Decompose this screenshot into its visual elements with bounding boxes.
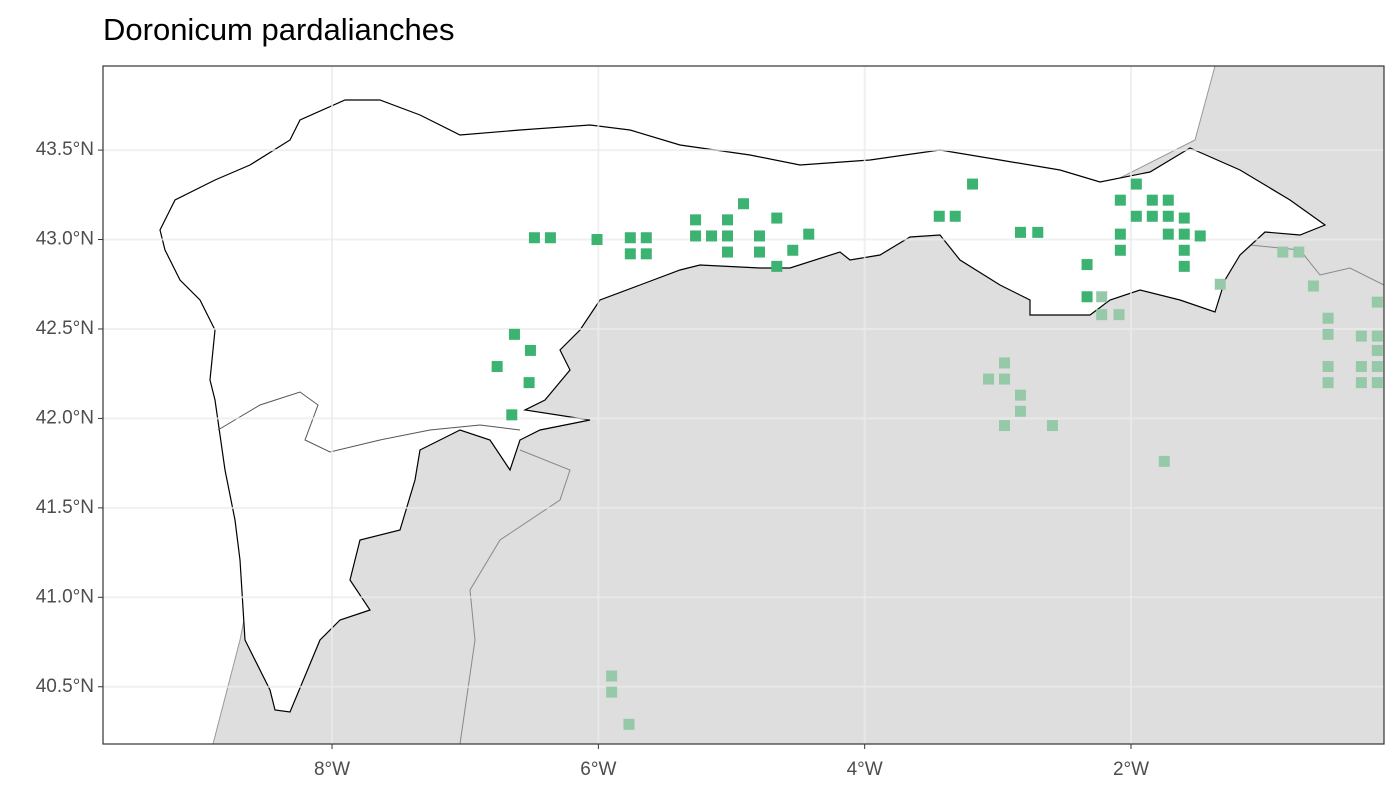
point [1322,312,1334,324]
point [1114,194,1126,206]
point [606,670,618,682]
y-tick-label: 41.5°N [36,497,94,518]
point [738,198,749,210]
point [640,232,652,244]
point [1014,405,1026,417]
point [591,234,603,246]
point [1162,210,1174,222]
point [1114,244,1126,256]
point [1322,377,1334,389]
map [159,66,1384,744]
y-tick-label: 43.5°N [36,139,94,160]
point [690,214,702,226]
point [523,377,535,389]
y-tick-label: 42.5°N [36,318,94,339]
point [624,232,636,244]
point [998,420,1010,432]
point [1307,280,1319,292]
point [1158,455,1170,467]
point [1032,226,1044,238]
point [1322,328,1334,340]
point [508,328,520,340]
point [1371,296,1383,308]
point [1371,344,1383,356]
point [983,373,995,385]
point [771,260,783,272]
point [1371,361,1383,373]
plot-border [102,65,1385,745]
point [803,228,815,240]
point [722,246,734,258]
point [1277,246,1289,258]
region-border [217,391,521,453]
point [1322,361,1334,373]
chart-title: Doronicum pardalianches [103,12,455,47]
point [771,212,783,224]
point [1355,330,1367,342]
point [491,361,503,373]
y-tick-label: 41.0°N [36,586,94,607]
point [1178,212,1190,224]
point [524,344,536,356]
point [1130,210,1142,222]
point [506,409,518,421]
point [787,244,799,256]
x-tick-label: 8°W [314,759,350,780]
point [623,718,635,730]
point [998,357,1010,369]
point [544,232,556,244]
point [1178,244,1190,256]
point [640,248,652,260]
point [933,210,945,222]
point [1130,178,1142,190]
point [1162,228,1174,240]
point [998,373,1010,385]
point [1114,228,1126,240]
point [1178,260,1190,272]
point [753,246,765,258]
x-tick-label: 6°W [580,759,616,780]
point [624,248,636,260]
point [1355,361,1367,373]
point [1162,194,1174,206]
point [1081,259,1093,271]
point [1214,278,1226,290]
point [1113,309,1125,321]
point [949,210,961,222]
point [722,230,734,242]
point [1371,377,1383,389]
point [606,686,618,698]
point [1096,291,1108,303]
point [1355,377,1367,389]
point [967,178,979,190]
point [1046,420,1058,432]
x-tick-label: 4°W [847,759,883,780]
point [1178,228,1190,240]
x-tick-label: 2°W [1113,759,1149,780]
point [1371,330,1383,342]
point [1014,226,1026,238]
point [1081,291,1093,303]
point [753,230,765,242]
y-tick-label: 40.5°N [36,676,94,697]
point [1293,246,1305,258]
point [722,214,734,226]
y-tick-label: 43.0°N [36,229,94,250]
point [1014,389,1026,401]
point [706,230,718,242]
point [1146,194,1158,206]
point [1146,210,1158,222]
point [690,230,702,242]
y-tick-label: 42.0°N [36,407,94,428]
point [1096,309,1108,321]
region-border [459,449,571,744]
point [528,232,540,244]
point [1194,230,1206,242]
